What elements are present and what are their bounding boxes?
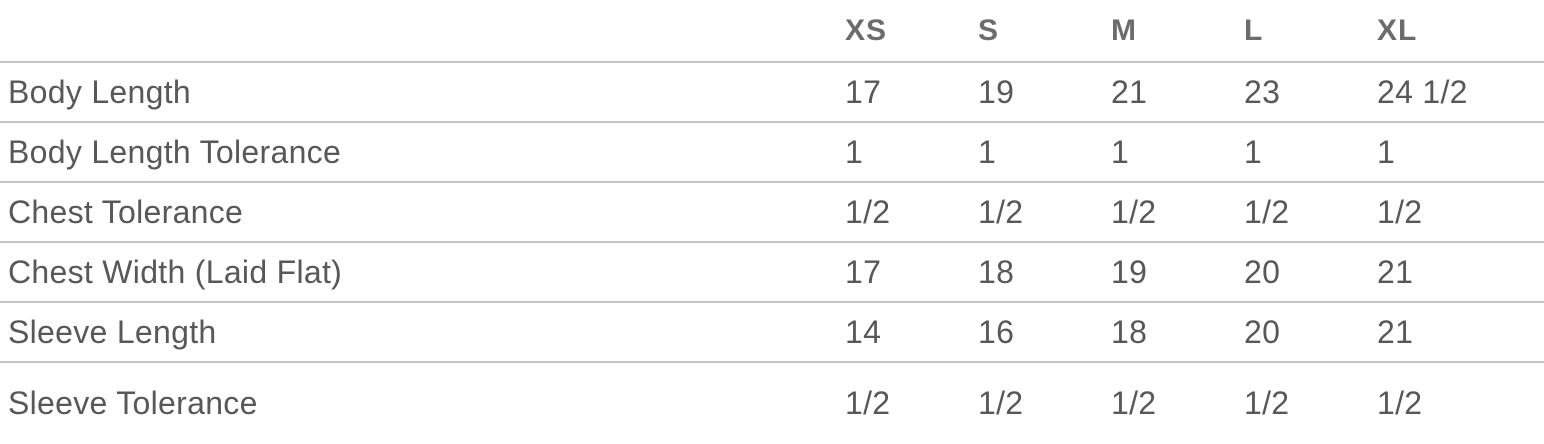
value-cell: 1/2 <box>978 193 1024 230</box>
table-row-chest-tolerance: Chest Tolerance 1/2 1/2 1/2 1/2 1/2 <box>0 182 1544 242</box>
value-cell: 20 <box>1244 253 1281 290</box>
value-cell: 21 <box>1377 253 1414 290</box>
value-cell: 19 <box>978 73 1015 110</box>
table-row-sleeve-length: Sleeve Length 14 16 18 20 21 <box>0 302 1544 362</box>
value-cell: 1 <box>1377 133 1396 170</box>
column-header-l: L <box>1244 13 1264 47</box>
value-cell: 1/2 <box>1377 385 1423 421</box>
value-cell: 23 <box>1244 73 1281 110</box>
value-cell: 1/2 <box>1111 385 1157 421</box>
value-cell: 18 <box>978 253 1015 290</box>
row-label: Sleeve Length <box>8 313 217 350</box>
table-row-sleeve-tolerance: Sleeve Tolerance 1/2 1/2 1/2 1/2 1/2 <box>0 362 1544 444</box>
column-header-s: S <box>978 13 1000 47</box>
value-cell: 1/2 <box>1244 385 1290 421</box>
row-label: Sleeve Tolerance <box>8 385 258 421</box>
value-cell: 17 <box>845 73 882 110</box>
row-label: Body Length Tolerance <box>8 133 342 170</box>
value-cell: 1/2 <box>1244 193 1290 230</box>
row-label: Chest Width (Laid Flat) <box>8 253 343 290</box>
table-row-body-length-tolerance: Body Length Tolerance 1 1 1 1 1 <box>0 122 1544 182</box>
value-cell: 20 <box>1244 313 1281 350</box>
table-row-chest-width: Chest Width (Laid Flat) 17 18 19 20 21 <box>0 242 1544 302</box>
value-cell: 1 <box>1244 133 1263 170</box>
value-cell: 19 <box>1111 253 1148 290</box>
row-label: Chest Tolerance <box>8 193 244 230</box>
value-cell: 1/2 <box>845 385 891 421</box>
value-cell: 1 <box>1111 133 1130 170</box>
value-cell: 1 <box>845 133 864 170</box>
column-header-xs: XS <box>845 13 888 47</box>
column-header-xl: XL <box>1377 13 1418 47</box>
table-row-body-length: Body Length 17 19 21 23 24 1/2 <box>0 62 1544 122</box>
value-cell: 1 <box>978 133 997 170</box>
value-cell: 17 <box>845 253 882 290</box>
corner-cell <box>0 0 845 62</box>
column-header-m: M <box>1111 13 1137 47</box>
value-cell: 1/2 <box>845 193 891 230</box>
value-cell: 21 <box>1377 313 1414 350</box>
value-cell: 24 1/2 <box>1377 73 1468 110</box>
value-cell: 1/2 <box>1377 193 1423 230</box>
value-cell: 18 <box>1111 313 1148 350</box>
value-cell: 16 <box>978 313 1015 350</box>
value-cell: 14 <box>845 313 882 350</box>
value-cell: 1/2 <box>1111 193 1157 230</box>
value-cell: 21 <box>1111 73 1148 110</box>
header-row: XS S M L XL <box>0 0 1544 62</box>
value-cell: 1/2 <box>978 385 1024 421</box>
row-label: Body Length <box>8 73 192 110</box>
